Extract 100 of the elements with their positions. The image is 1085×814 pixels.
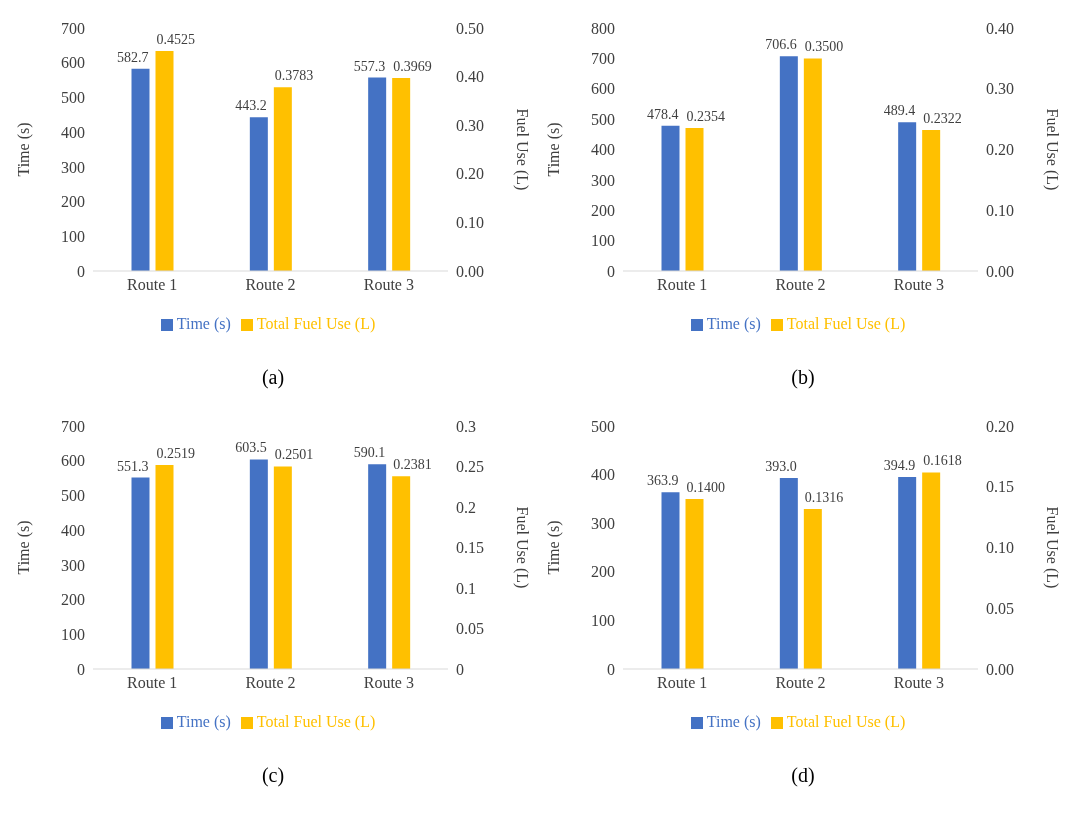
- bar: [779, 56, 798, 271]
- y-tick-label: 200: [61, 193, 85, 211]
- y-tick-label: 600: [61, 54, 85, 72]
- text: (d): [790, 764, 816, 788]
- data-label: 0.1316: [804, 490, 844, 506]
- y2-tick-label: 0.3: [456, 417, 476, 435]
- bar: [661, 125, 680, 271]
- bar: [368, 464, 387, 669]
- data-label: 0.3500: [804, 39, 844, 55]
- legend-label: Total Fuel Use (L): [786, 315, 906, 332]
- bar: [249, 117, 268, 271]
- y-tick-label: 600: [591, 80, 615, 98]
- y2-tick-label: 0.05: [456, 620, 484, 638]
- y-tick-label: 200: [591, 563, 615, 581]
- x-tick-label: Route 2: [775, 276, 826, 294]
- y-tick-label: 100: [591, 612, 615, 630]
- y-tick-label: 200: [61, 591, 85, 609]
- y-tick-label: 300: [61, 556, 85, 574]
- bar: [273, 87, 292, 271]
- y2-axis-title: Fuel Use (L): [513, 108, 532, 191]
- legend-label: Time (s): [176, 713, 231, 730]
- y2-axis-title: Fuel Use (L): [1043, 108, 1062, 191]
- x-tick-label: Route 3: [363, 674, 414, 692]
- y-tick-label: 0: [77, 262, 85, 280]
- y2-tick-label: 0.20: [986, 417, 1014, 435]
- bar: [131, 477, 150, 669]
- y-tick-label: 100: [61, 625, 85, 643]
- bar: [779, 478, 798, 669]
- data-label: 557.3: [353, 58, 386, 74]
- y2-axis-title: Fuel Use (L): [1043, 506, 1062, 589]
- legend-label: Time (s): [706, 713, 761, 730]
- data-label: 706.6: [765, 37, 797, 53]
- bar: [898, 477, 917, 669]
- y-tick-label: 700: [591, 50, 615, 68]
- text: (b): [790, 366, 816, 390]
- y-tick-label: 500: [61, 89, 85, 107]
- y2-axis-title: Fuel Use (L): [513, 506, 532, 589]
- y2-tick-label: 0.05: [986, 599, 1014, 617]
- bar: [392, 78, 411, 271]
- data-label: 0.4525: [156, 32, 195, 48]
- data-label: 603.5: [235, 440, 267, 456]
- y-tick-label: 0: [607, 262, 615, 280]
- data-label: 443.2: [235, 98, 267, 114]
- data-label: 478.4: [647, 106, 679, 122]
- legend-label: Total Fuel Use (L): [256, 315, 376, 332]
- legend-label: Time (s): [176, 315, 231, 332]
- y2-tick-label: 0.15: [456, 539, 484, 557]
- data-label: 0.2322: [923, 110, 962, 126]
- y-tick-label: 700: [61, 19, 85, 37]
- x-tick-label: Route 1: [127, 674, 178, 692]
- data-label: 489.4: [883, 103, 916, 119]
- bar: [155, 51, 174, 271]
- x-tick-label: Route 1: [657, 674, 708, 692]
- y-tick-label: 100: [591, 232, 615, 250]
- y2-tick-label: 0.2: [456, 498, 476, 516]
- x-tick-label: Route 3: [893, 674, 944, 692]
- x-tick-label: Route 2: [775, 674, 826, 692]
- x-tick-label: Route 3: [363, 276, 414, 294]
- data-label: 393.0: [765, 459, 797, 474]
- y-tick-label: 600: [61, 452, 85, 470]
- y2-tick-label: 0.50: [456, 19, 484, 37]
- x-tick-label: Route 2: [245, 674, 296, 692]
- bar: [898, 122, 917, 271]
- y2-tick-label: 0: [456, 660, 464, 678]
- bar: [661, 492, 680, 669]
- bar: [803, 509, 822, 669]
- y2-tick-label: 0.15: [986, 478, 1014, 496]
- data-label: 0.2519: [156, 445, 195, 461]
- legend-label: Time (s): [706, 315, 761, 332]
- x-tick-label: Route 3: [893, 276, 944, 294]
- data-label: 582.7: [117, 49, 149, 65]
- y2-tick-label: 0.00: [456, 262, 484, 280]
- x-tick-label: Route 1: [657, 276, 708, 294]
- y2-tick-label: 0.40: [986, 19, 1014, 37]
- bar: [685, 498, 704, 669]
- y-tick-label: 800: [591, 19, 615, 37]
- data-label: 363.9: [647, 473, 679, 489]
- y-tick-label: 0: [607, 660, 615, 678]
- y2-tick-label: 0.30: [456, 116, 484, 134]
- y-tick-label: 400: [61, 123, 85, 141]
- legend-label: Total Fuel Use (L): [786, 713, 906, 730]
- y2-tick-label: 0.20: [456, 165, 484, 183]
- data-label: 0.3969: [393, 59, 432, 75]
- data-label: 394.9: [883, 458, 916, 474]
- y-tick-label: 500: [591, 110, 615, 128]
- data-label: 0.2501: [274, 447, 314, 463]
- y2-tick-label: 0.20: [986, 141, 1014, 159]
- y-tick-label: 0: [77, 660, 85, 678]
- bar: [922, 129, 941, 271]
- y-tick-label: 100: [61, 227, 85, 245]
- bar: [131, 68, 150, 271]
- data-label: 590.1: [353, 445, 386, 461]
- y2-tick-label: 0.30: [986, 80, 1014, 98]
- bar: [685, 127, 704, 271]
- x-tick-label: Route 1: [127, 276, 178, 294]
- y-axis-title: Time (s): [544, 520, 563, 575]
- y2-tick-label: 0.40: [456, 68, 484, 86]
- y-tick-label: 500: [591, 417, 615, 435]
- y2-tick-label: 0.00: [986, 660, 1014, 678]
- data-label: 551.3: [117, 458, 149, 474]
